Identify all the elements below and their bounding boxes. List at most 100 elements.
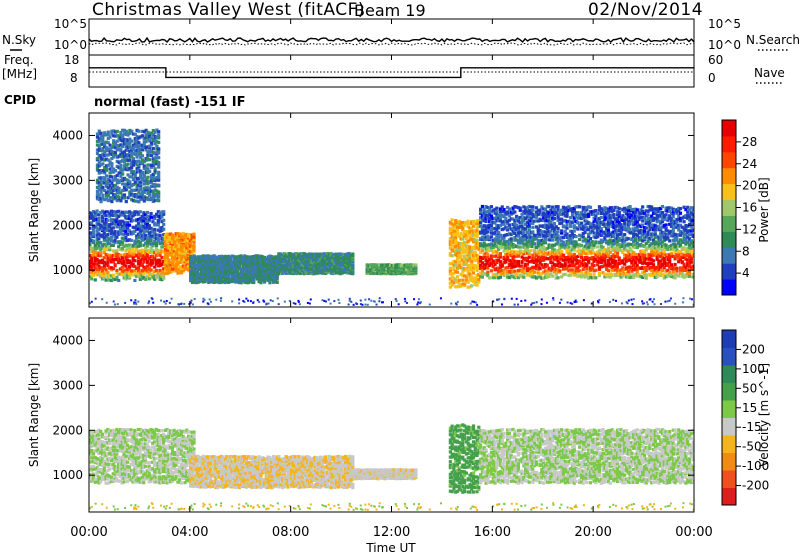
power-cell-0 (135, 236, 139, 240)
power-cell-3 (232, 278, 236, 282)
power-cell-0 (93, 278, 97, 282)
power-cell-1 (110, 162, 114, 166)
power-cell-6 (470, 226, 474, 230)
power-cell-2 (178, 260, 182, 265)
power-cell-4 (333, 265, 337, 269)
power-cell-3 (243, 278, 247, 282)
power-cell-7 (504, 212, 508, 217)
power-cell-6 (455, 266, 460, 270)
power-cell-0 (136, 235, 141, 239)
power-cell-6 (471, 277, 476, 281)
power-cell-7 (554, 268, 558, 272)
power-cell-7 (581, 231, 585, 236)
power-cell-2 (192, 244, 196, 248)
power-cell-1 (133, 144, 137, 149)
power-cell-2 (163, 249, 168, 253)
power-cell-1 (155, 192, 159, 196)
power-cell-2 (178, 240, 182, 244)
power-cell-1 (155, 194, 159, 198)
power-cell-4 (295, 264, 299, 269)
power-cell-0 (120, 240, 124, 245)
power-cell-0 (156, 233, 160, 237)
power-cell-3 (210, 267, 214, 271)
power-cell-7 (583, 271, 587, 275)
power-cell-6 (452, 249, 456, 253)
power-cell-1 (115, 133, 119, 138)
power-cell-0 (136, 227, 141, 231)
power-cell-6 (454, 278, 458, 282)
power-cell-3 (262, 274, 267, 278)
power-cell-7 (516, 276, 521, 280)
power-cell-1 (108, 162, 112, 166)
power-cell-3 (264, 262, 268, 266)
power-cell-7 (525, 220, 530, 224)
power-cell-7 (551, 267, 555, 271)
power-cell-7 (527, 268, 531, 272)
power-cell-3 (230, 268, 234, 272)
power-cell-0 (145, 214, 150, 219)
power-cell-4 (293, 266, 297, 271)
power-cell-0 (102, 251, 106, 255)
power-cell-7 (509, 232, 513, 237)
power-cell-1 (139, 143, 143, 147)
power-cell-3 (268, 269, 272, 274)
power-cell-0 (100, 277, 105, 281)
power-cell-0 (115, 258, 119, 262)
power-cell-7 (484, 225, 488, 229)
power-cell-3 (234, 271, 238, 275)
power-cell-1 (133, 199, 137, 203)
power-cell-0 (104, 217, 108, 222)
power-cell-2 (167, 245, 171, 249)
power-cell-7 (561, 240, 566, 244)
power-cell-0 (131, 225, 135, 229)
power-cell-7 (480, 214, 485, 218)
power-cell-4 (286, 259, 290, 263)
power-cell-0 (126, 226, 130, 230)
power-cell-7 (556, 276, 560, 280)
power-cell-1 (133, 174, 137, 179)
power-cell-3 (273, 255, 277, 259)
power-cell-4 (279, 258, 283, 262)
power-cell-6 (468, 245, 472, 249)
power-cell-0 (145, 219, 150, 223)
power-cell-4 (334, 263, 339, 267)
power-cell-0 (117, 252, 121, 257)
power-cell-0 (147, 257, 151, 261)
power-cell-7 (531, 244, 535, 249)
power-cell-1 (130, 188, 134, 193)
power-cell-7 (482, 207, 486, 212)
power-cell-1 (124, 178, 128, 182)
power-cell-0 (149, 258, 153, 263)
power-cell-7 (529, 239, 533, 243)
power-cell-6 (468, 272, 472, 276)
power-cell-7 (572, 257, 576, 261)
power-cell-1 (104, 133, 109, 137)
power-cell-1 (135, 142, 139, 146)
power-cell-7 (491, 220, 495, 224)
power-cell-1 (144, 186, 148, 190)
power-cell-4 (324, 252, 328, 257)
power-cell-5 (408, 263, 413, 267)
power-cell-1 (157, 175, 161, 180)
power-cell-6 (452, 271, 456, 275)
power-cell-0 (97, 232, 101, 236)
power-cell-3 (225, 277, 229, 281)
power-cell-0 (138, 231, 142, 236)
power-cell-7 (506, 266, 510, 270)
power-cell-0 (120, 248, 124, 252)
power-cell-2 (174, 239, 178, 243)
power-cell-3 (270, 262, 274, 266)
power-cell-7 (533, 233, 537, 237)
power-cell-7 (576, 249, 580, 253)
power-cell-7 (509, 269, 513, 273)
power-cell-7 (552, 252, 557, 257)
power-cell-7 (545, 210, 549, 214)
power-cell-0 (100, 233, 105, 237)
power-cell-7 (479, 266, 483, 271)
power-cell-7 (556, 235, 560, 240)
power-cell-6 (464, 254, 468, 258)
power-cell-7 (479, 224, 483, 228)
power-cell-7 (556, 262, 560, 266)
power-cell-0 (95, 209, 99, 213)
power-cell-7 (522, 219, 526, 223)
